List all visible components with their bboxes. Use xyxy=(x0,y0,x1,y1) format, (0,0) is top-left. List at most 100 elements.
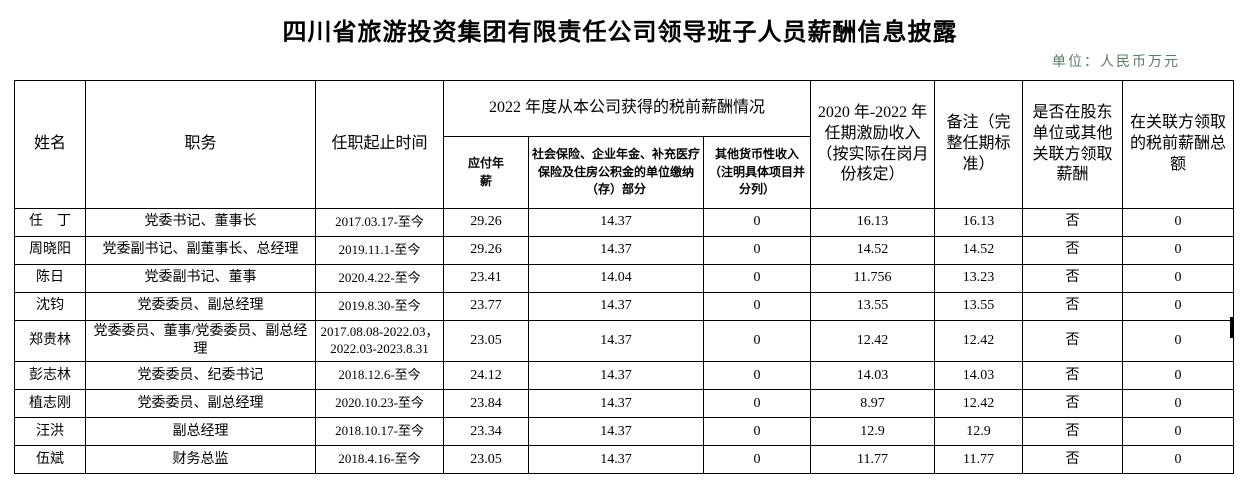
text-cursor xyxy=(1230,317,1233,338)
cell-other-income: 0 xyxy=(702,292,812,321)
cell-remark: 14.03 xyxy=(934,361,1024,391)
col-header-annual-salary: 应付年薪 xyxy=(443,136,529,209)
cell-related-total: 0 xyxy=(1122,361,1235,391)
cell-position: 党委委员、副总经理 xyxy=(85,292,316,321)
cell-incentive: 16.13 xyxy=(810,208,936,237)
table-row: 陈日 党委副书记、董事 2020.4.22-至今 23.41 14.04 0 11.756 1… xyxy=(14,264,1235,293)
cell-social-insurance: 14.37 xyxy=(528,445,704,475)
cell-position: 党委委员、纪委书记 xyxy=(85,361,316,391)
cell-other-income: 0 xyxy=(702,236,812,265)
cell-remark: 12.9 xyxy=(934,417,1024,447)
cell-incentive: 12.42 xyxy=(810,319,936,363)
col-header-position: 职务 xyxy=(85,80,316,209)
cell-position: 财务总监 xyxy=(85,445,316,475)
cell-remark: 16.13 xyxy=(934,208,1024,237)
cell-term: 2019.8.30-至今 xyxy=(315,292,444,321)
cell-term: 2018.10.17-至今 xyxy=(315,417,444,447)
cell-social-insurance: 14.37 xyxy=(528,292,704,321)
cell-name: 伍斌 xyxy=(14,445,86,475)
header-row-top: 姓名 职务 任职起止时间 2022 年度从本公司获得的税前薪酬情况 2020 年… xyxy=(14,80,1235,209)
cell-name: 汪洪 xyxy=(14,417,86,447)
table-row: 周晓阳 党委副书记、副董事长、总经理 2019.11.1-至今 29.26 14.37 0… xyxy=(14,236,1235,265)
cell-related-total: 0 xyxy=(1122,319,1235,363)
cell-social-insurance: 14.04 xyxy=(528,264,704,293)
cell-other-income: 0 xyxy=(702,319,812,363)
cell-related-total: 0 xyxy=(1122,417,1235,447)
cell-name: 郑贵林 xyxy=(14,319,86,363)
cell-incentive: 14.52 xyxy=(810,236,936,265)
col-header-name: 姓名 xyxy=(14,80,86,209)
table-row: 彭志林 党委委员、纪委书记 2018.12.6-至今 24.12 14.37 0 14.03… xyxy=(14,361,1235,391)
cell-remark: 12.42 xyxy=(934,389,1024,419)
cell-incentive: 12.9 xyxy=(810,417,936,447)
cell-related-party: 否 xyxy=(1022,292,1124,321)
cell-term: 2017.03.17-至今 xyxy=(315,208,444,237)
cell-remark: 12.42 xyxy=(934,319,1024,363)
cell-related-total: 0 xyxy=(1122,264,1235,293)
cell-term: 2018.12.6-至今 xyxy=(315,361,444,391)
cell-name: 任 丁 xyxy=(14,208,86,237)
page-title: 四川省旅游投资集团有限责任公司领导班子人员薪酬信息披露 xyxy=(282,19,958,46)
col-header-incentive: 2020 年-2022 年任期激励收入（按实际在岗月份核定） xyxy=(810,80,936,209)
cell-remark: 13.23 xyxy=(934,264,1024,293)
col-header-related-total: 在关联方领取的税前薪酬总额 xyxy=(1122,80,1235,209)
cell-related-total: 0 xyxy=(1122,389,1235,419)
cell-other-income: 0 xyxy=(702,264,812,293)
col-header-related-party: 是否在股东单位或其他关联方领取薪酬 xyxy=(1022,80,1124,209)
col-header-salary-group: 2022 年度从本公司获得的税前薪酬情况 xyxy=(442,80,812,137)
cell-name: 周晓阳 xyxy=(14,236,86,265)
cell-social-insurance: 14.37 xyxy=(528,389,704,419)
cell-incentive: 14.03 xyxy=(810,361,936,391)
cell-annual-salary: 23.05 xyxy=(443,319,529,363)
cell-related-party: 否 xyxy=(1022,361,1124,391)
table-body: 任 丁党委书记、董事长 2017.03.17-至今 29.26 14.37 0 16.13… xyxy=(14,208,1235,475)
cell-name: 陈日 xyxy=(14,264,86,293)
cell-incentive: 11.756 xyxy=(810,264,936,293)
col-header-term: 任职起止时间 xyxy=(315,80,444,209)
col-header-social-insurance: 社会保险、企业年金、补充医疗保险及住房公积金的单位缴纳（存）部分 xyxy=(528,136,704,209)
col-header-remark: 备注（完整任期标准） xyxy=(934,80,1024,209)
cell-related-total: 0 xyxy=(1122,292,1235,321)
cell-annual-salary: 23.05 xyxy=(443,445,529,475)
cell-social-insurance: 14.37 xyxy=(528,236,704,265)
cell-related-party: 否 xyxy=(1022,319,1124,363)
cell-annual-salary: 29.26 xyxy=(443,208,529,237)
cell-remark: 13.55 xyxy=(934,292,1024,321)
col-header-other-income: 其他货币性收入（注明具体项目并分列） xyxy=(702,136,812,209)
cell-incentive: 11.77 xyxy=(810,445,936,475)
cell-position: 党委副书记、副董事长、总经理 xyxy=(85,236,316,265)
cell-position: 党委书记、董事长 xyxy=(85,208,316,237)
table-header: 姓名 职务 任职起止时间 2022 年度从本公司获得的税前薪酬情况 2020 年… xyxy=(14,80,1235,209)
cell-other-income: 0 xyxy=(702,208,812,237)
cell-related-total: 0 xyxy=(1122,208,1235,237)
cell-position: 党委副书记、董事 xyxy=(85,264,316,293)
cell-remark: 14.52 xyxy=(934,236,1024,265)
cell-other-income: 0 xyxy=(702,417,812,447)
cell-name: 沈钧 xyxy=(14,292,86,321)
cell-related-total: 0 xyxy=(1122,236,1235,265)
cell-incentive: 8.97 xyxy=(810,389,936,419)
cell-related-party: 否 xyxy=(1022,236,1124,265)
table-row: 郑贵林 党委委员、董事/党委委员、副总经理 2017.08.08-2022.03，2… xyxy=(14,319,1235,363)
cell-name: 植志刚 xyxy=(14,389,86,419)
cell-social-insurance: 14.37 xyxy=(528,417,704,447)
cell-name: 彭志林 xyxy=(14,361,86,391)
cell-related-total: 0 xyxy=(1122,445,1235,475)
cell-annual-salary: 24.12 xyxy=(443,361,529,391)
cell-annual-salary: 23.41 xyxy=(443,264,529,293)
cell-annual-salary: 23.34 xyxy=(443,417,529,447)
cell-annual-salary: 23.84 xyxy=(443,389,529,419)
cell-social-insurance: 14.37 xyxy=(528,208,704,237)
cell-position: 党委委员、副总经理 xyxy=(85,389,316,419)
cell-term: 2018.4.16-至今 xyxy=(315,445,444,475)
cell-other-income: 0 xyxy=(702,361,812,391)
cell-related-party: 否 xyxy=(1022,389,1124,419)
cell-annual-salary: 29.26 xyxy=(443,236,529,265)
cell-term: 2017.08.08-2022.03，2022.03-2023.8.31 xyxy=(315,319,444,363)
table-row: 汪洪 副总经理 2018.10.17-至今 23.34 14.37 0 12.9 12.9 否 0 xyxy=(14,417,1235,447)
cell-term: 2020.10.23-至今 xyxy=(315,389,444,419)
cell-other-income: 0 xyxy=(702,389,812,419)
table-row: 任 丁党委书记、董事长 2017.03.17-至今 29.26 14.37 0 16.13… xyxy=(14,208,1235,237)
cell-term: 2019.11.1-至今 xyxy=(315,236,444,265)
cell-social-insurance: 14.37 xyxy=(528,361,704,391)
